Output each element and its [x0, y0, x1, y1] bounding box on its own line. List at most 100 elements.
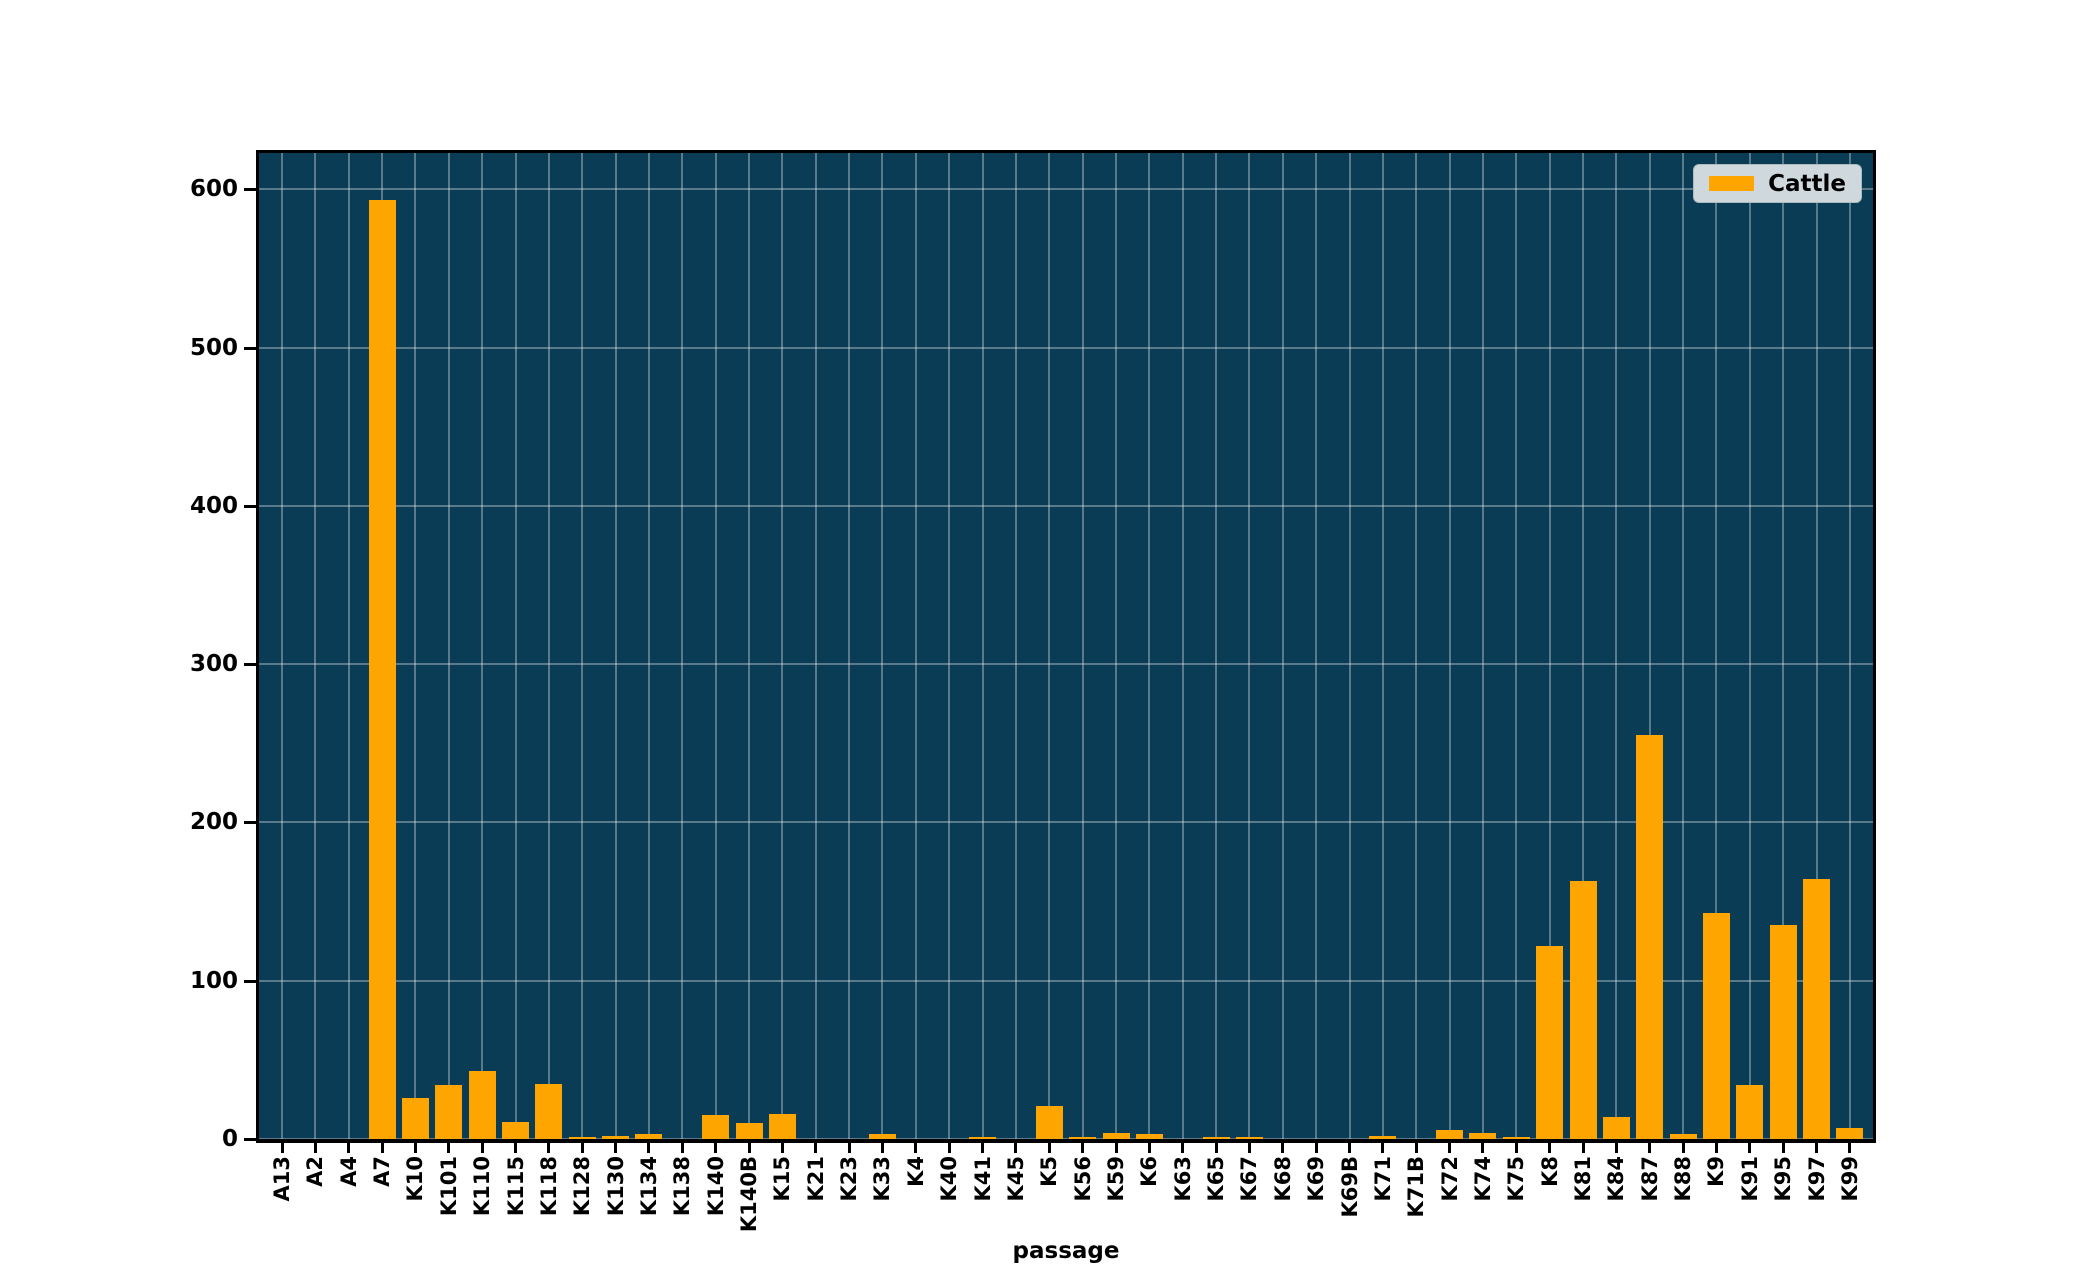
v-gridline — [1081, 153, 1084, 1139]
bar-K97 — [1803, 879, 1831, 1139]
x-tick-mark — [580, 1143, 584, 1153]
v-gridline — [1848, 153, 1851, 1139]
x-tick-label-K4: K4 — [903, 1156, 928, 1187]
bar-K118 — [535, 1083, 563, 1139]
v-gridline — [1115, 153, 1117, 1139]
axis-spine-top — [256, 150, 1876, 153]
x-tick-mark — [1481, 1143, 1485, 1153]
v-gridline — [581, 153, 584, 1139]
x-tick-mark — [1214, 1143, 1218, 1153]
v-gridline — [748, 153, 751, 1139]
x-tick-mark — [880, 1143, 884, 1153]
bar-K75 — [1502, 1137, 1530, 1139]
v-gridline — [1648, 153, 1651, 1139]
v-gridline — [1682, 153, 1685, 1139]
bar-K115 — [502, 1121, 530, 1139]
y-tick-mark — [244, 188, 256, 192]
x-tick-mark — [1681, 1143, 1685, 1153]
x-tick-mark — [1581, 1143, 1585, 1153]
v-gridline — [681, 153, 684, 1139]
x-tick-label-K5: K5 — [1037, 1156, 1062, 1187]
bar-K140B — [735, 1123, 763, 1139]
bar-K72 — [1436, 1129, 1464, 1139]
x-tick-label-A4: A4 — [336, 1156, 361, 1187]
x-axis-title: passage — [1012, 1238, 1120, 1264]
bar-K65 — [1202, 1137, 1230, 1139]
x-tick-mark — [280, 1143, 284, 1153]
legend: Cattle — [1693, 164, 1862, 203]
x-tick-mark — [1247, 1143, 1251, 1153]
v-gridline — [1515, 153, 1518, 1139]
x-tick-mark — [647, 1143, 651, 1153]
x-tick-mark — [1748, 1143, 1752, 1153]
y-tick-label: 100 — [189, 967, 238, 994]
axis-spine-right — [1873, 150, 1876, 1143]
y-tick-mark — [244, 663, 256, 667]
bar-K110 — [468, 1070, 496, 1139]
x-tick-label-A7: A7 — [370, 1156, 395, 1187]
bar-K128 — [568, 1137, 596, 1139]
x-tick-mark — [1047, 1143, 1051, 1153]
bar-K95 — [1769, 925, 1797, 1139]
x-tick-mark — [1348, 1143, 1352, 1153]
v-gridline — [848, 153, 851, 1139]
x-tick-label-K9: K9 — [1704, 1156, 1729, 1187]
x-tick-mark — [413, 1143, 417, 1153]
x-tick-mark — [1114, 1143, 1118, 1153]
v-gridline — [1248, 153, 1251, 1139]
bar-K8 — [1536, 945, 1564, 1139]
x-tick-mark — [1281, 1143, 1285, 1153]
v-gridline — [914, 153, 917, 1139]
legend-label: Cattle — [1768, 170, 1846, 197]
bar-K134 — [635, 1134, 663, 1139]
y-tick-mark — [244, 504, 256, 508]
axis-spine-bottom — [256, 1139, 1876, 1143]
h-gridline — [259, 346, 1873, 349]
x-tick-mark — [1381, 1143, 1385, 1153]
x-tick-mark — [947, 1143, 951, 1153]
y-tick-label: 600 — [189, 176, 238, 203]
v-gridline — [1281, 153, 1284, 1139]
bar-K5 — [1035, 1105, 1063, 1139]
v-gridline — [447, 153, 450, 1139]
x-tick-mark — [1314, 1143, 1318, 1153]
x-tick-mark — [1714, 1143, 1718, 1153]
v-gridline — [1415, 153, 1418, 1139]
x-tick-label-K99: K99 — [1837, 1156, 1862, 1202]
bar-K101 — [435, 1085, 463, 1139]
y-tick-mark — [244, 346, 256, 350]
x-tick-mark — [1414, 1143, 1418, 1153]
x-tick-mark — [1448, 1143, 1452, 1153]
x-tick-mark — [380, 1143, 384, 1153]
v-gridline — [547, 153, 550, 1139]
bar-K140 — [702, 1115, 730, 1139]
v-gridline — [1181, 153, 1184, 1139]
bar-K6 — [1135, 1134, 1163, 1139]
x-tick-label-K6: K6 — [1137, 1156, 1162, 1187]
bar-K33 — [868, 1134, 896, 1139]
v-gridline — [1315, 153, 1318, 1139]
v-gridline — [1014, 153, 1017, 1139]
x-tick-mark — [1614, 1143, 1618, 1153]
bar-K99 — [1836, 1127, 1864, 1139]
v-gridline — [647, 153, 650, 1139]
v-gridline — [1148, 153, 1151, 1139]
v-gridline — [881, 153, 884, 1139]
x-tick-mark — [547, 1143, 551, 1153]
x-tick-mark — [780, 1143, 784, 1153]
v-gridline — [714, 153, 717, 1139]
v-gridline — [281, 153, 283, 1139]
y-tick-mark — [244, 979, 256, 983]
h-gridline — [259, 663, 1873, 666]
h-gridline — [259, 188, 1873, 191]
y-tick-label: 400 — [189, 492, 238, 519]
x-tick-mark — [1781, 1143, 1785, 1153]
h-gridline — [259, 979, 1873, 982]
plot-area: Cattle — [259, 153, 1873, 1140]
x-tick-mark — [1514, 1143, 1518, 1153]
v-gridline — [1481, 153, 1484, 1139]
v-gridline — [1548, 153, 1551, 1139]
x-tick-mark — [347, 1143, 351, 1153]
x-tick-mark — [914, 1143, 918, 1153]
